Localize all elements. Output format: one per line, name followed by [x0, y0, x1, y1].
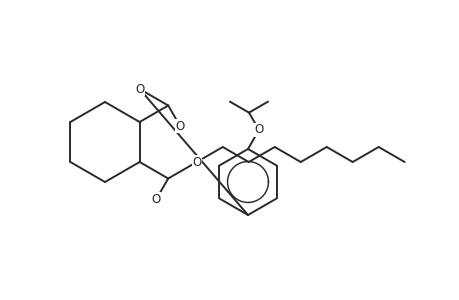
- Text: O: O: [135, 82, 144, 95]
- Text: O: O: [254, 123, 263, 136]
- Text: O: O: [175, 120, 185, 133]
- Text: O: O: [192, 155, 201, 169]
- Text: O: O: [151, 193, 161, 206]
